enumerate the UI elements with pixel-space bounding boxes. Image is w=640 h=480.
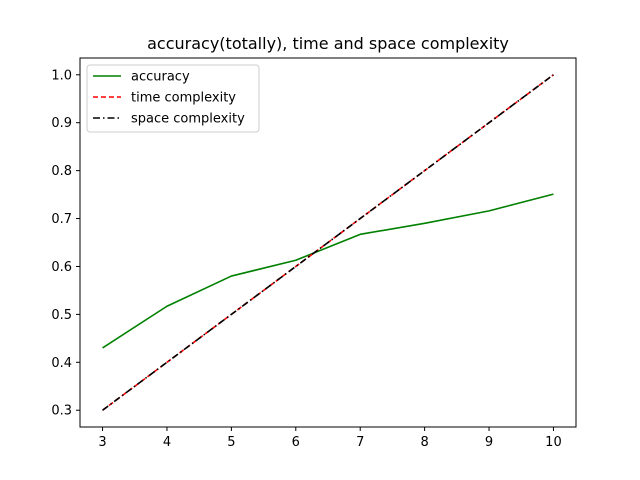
series-line-accuracy bbox=[102, 193, 554, 349]
y-tick-label: 0.4 bbox=[51, 356, 72, 371]
plot-area bbox=[79, 57, 577, 428]
y-tick-label: 0.8 bbox=[51, 164, 72, 179]
y-tick-label: 0.7 bbox=[51, 212, 72, 227]
x-axis: 3 4 5 6 7 8 9 10 bbox=[98, 427, 562, 450]
y-tick-label: 1.0 bbox=[51, 68, 72, 83]
y-tick-label: 0.6 bbox=[51, 260, 72, 275]
y-tick-label: 0.9 bbox=[51, 116, 72, 131]
x-tick-label: 3 bbox=[98, 435, 106, 450]
y-tick-label: 0.5 bbox=[51, 308, 72, 323]
legend-box bbox=[86, 64, 260, 133]
legend-label: space complexity bbox=[131, 112, 245, 127]
x-tick-label: 8 bbox=[420, 435, 428, 450]
legend-label: accuracy bbox=[131, 70, 190, 85]
chart-title: accuracy(totally), time and space comple… bbox=[147, 34, 509, 53]
x-tick-label: 10 bbox=[545, 435, 562, 450]
x-tick-label: 7 bbox=[356, 435, 364, 450]
x-tick-label: 4 bbox=[163, 435, 171, 450]
legend: accuracy time complexity space complexity bbox=[86, 64, 260, 133]
y-axis: 0.3 0.4 0.5 0.6 0.7 0.8 0.9 1.0 bbox=[51, 68, 80, 419]
axes-frame bbox=[79, 57, 577, 428]
series-layer bbox=[102, 74, 554, 411]
series-line-space-complexity bbox=[102, 74, 554, 411]
x-tick-label: 9 bbox=[485, 435, 493, 450]
x-tick-label: 6 bbox=[292, 435, 300, 450]
x-tick-label: 5 bbox=[227, 435, 235, 450]
y-tick-label: 0.3 bbox=[51, 404, 72, 419]
legend-label: time complexity bbox=[131, 91, 236, 106]
